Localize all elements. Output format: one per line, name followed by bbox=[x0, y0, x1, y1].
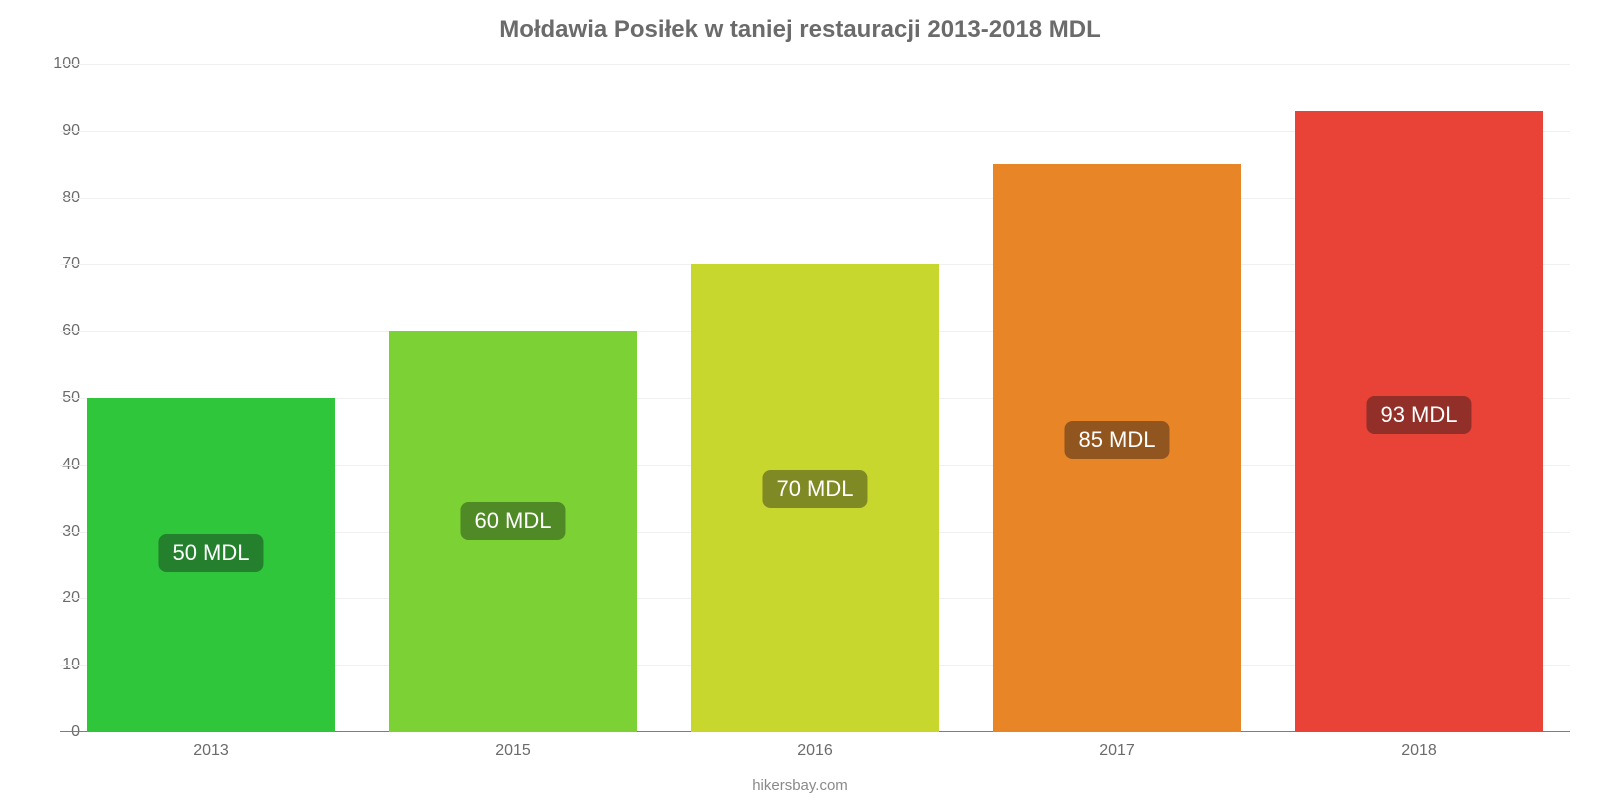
bar: 93 MDL bbox=[1295, 111, 1543, 732]
chart-title: Mołdawia Posiłek w taniej restauracji 20… bbox=[0, 16, 1600, 44]
bar: 50 MDL bbox=[87, 398, 335, 732]
bar: 70 MDL bbox=[691, 264, 939, 732]
x-tick-label: 2013 bbox=[193, 742, 229, 760]
x-tick-label: 2018 bbox=[1401, 742, 1437, 760]
bar-value-label: 70 MDL bbox=[762, 470, 867, 508]
bar: 60 MDL bbox=[389, 331, 637, 732]
bar-value-label: 60 MDL bbox=[460, 502, 565, 540]
bar-value-label: 93 MDL bbox=[1366, 396, 1471, 434]
x-tick-label: 2016 bbox=[797, 742, 833, 760]
chart-container: Mołdawia Posiłek w taniej restauracji 20… bbox=[0, 0, 1600, 800]
bar: 85 MDL bbox=[993, 164, 1241, 732]
source-label: hikersbay.com bbox=[0, 777, 1600, 794]
x-tick-label: 2015 bbox=[495, 742, 531, 760]
x-tick-label: 2017 bbox=[1099, 742, 1135, 760]
bar-value-label: 85 MDL bbox=[1064, 421, 1169, 459]
plot-area: 50 MDL 60 MDL 70 MDL 85 MDL 93 MDL bbox=[60, 64, 1570, 732]
bar-value-label: 50 MDL bbox=[158, 534, 263, 572]
grid-line bbox=[60, 64, 1570, 65]
